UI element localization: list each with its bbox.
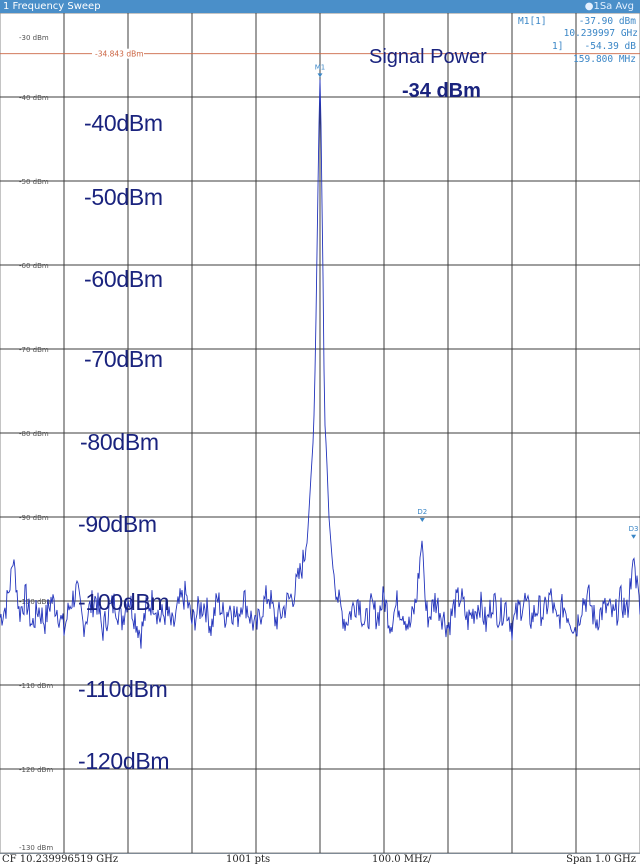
y-tick-label: -120 dBm <box>19 766 53 774</box>
y-tick-label: -90 dBm <box>19 514 49 522</box>
delta-frequency: 159.800 MHz <box>573 54 636 65</box>
marker-label: D2 <box>417 508 427 516</box>
marker-triangle <box>317 73 323 78</box>
status-footer: CF 10.239996519 GHz 1001 pts 100.0 MHz/ … <box>0 853 640 867</box>
window-title: 1 Frequency Sweep <box>3 1 101 12</box>
spectrum-trace <box>0 79 640 649</box>
signal-power-title: Signal Power <box>369 46 487 68</box>
level-label-60: -60dBm <box>84 266 163 292</box>
scale-per-division: 100.0 MHz/ <box>372 854 432 865</box>
level-label-110: -110dBm <box>78 676 168 702</box>
grid-lines <box>0 13 640 853</box>
y-tick-label: -50 dBm <box>19 178 49 186</box>
reference-label-background <box>92 48 144 59</box>
marker-label: M1 <box>315 63 326 71</box>
marker-table: M1[1] -37.90 dBm 10.239997 GHz 1] -54.39… <box>508 14 640 76</box>
m1-level: -37.90 dBm <box>578 16 636 27</box>
y-tick-label: -110 dBm <box>19 682 53 690</box>
level-label-90: -90dBm <box>78 511 157 537</box>
y-tick-label: -30 dBm <box>19 34 49 42</box>
frequency-span: Span 1.0 GHz <box>566 854 636 865</box>
level-label-50: -50dBm <box>84 184 163 210</box>
reference-level-label: -34.843 dBm <box>95 50 144 59</box>
window-title-bar: 1 Frequency Sweep ●1Sa Avg <box>0 0 640 13</box>
trace-line <box>0 79 640 649</box>
signal-power-value: -34 dBm <box>402 80 481 102</box>
marker-triangle <box>419 518 425 522</box>
delta-label: 1] <box>552 41 564 52</box>
reference-line: -34.843 dBm <box>0 48 640 59</box>
level-label-40: -40dBm <box>84 110 163 136</box>
level-label-100: -100dBm <box>78 589 170 615</box>
level-label-70: -70dBm <box>84 346 163 372</box>
y-tick-label: -60 dBm <box>19 262 49 270</box>
y-tick-label: -70 dBm <box>19 346 49 354</box>
trace-info: ●1Sa Avg <box>584 1 634 12</box>
y-tick-label: -130 dBm <box>19 844 53 852</box>
sweep-points: 1001 pts <box>226 854 271 865</box>
y-tick-label: -80 dBm <box>19 430 49 438</box>
marker-label: D3 <box>629 525 639 533</box>
delta-level: -54.39 dB <box>584 41 636 52</box>
level-label-80: -80dBm <box>80 429 159 455</box>
y-tick-label: -40 dBm <box>19 94 49 102</box>
m1-label: M1[1] <box>518 16 547 27</box>
marker-triangle <box>631 534 637 539</box>
trace-markers: M1 D2 D3 <box>315 63 639 539</box>
level-label-120: -120dBm <box>78 748 170 774</box>
center-frequency: CF 10.239996519 GHz <box>2 854 119 865</box>
m1-frequency: 10.239997 GHz <box>563 28 638 39</box>
